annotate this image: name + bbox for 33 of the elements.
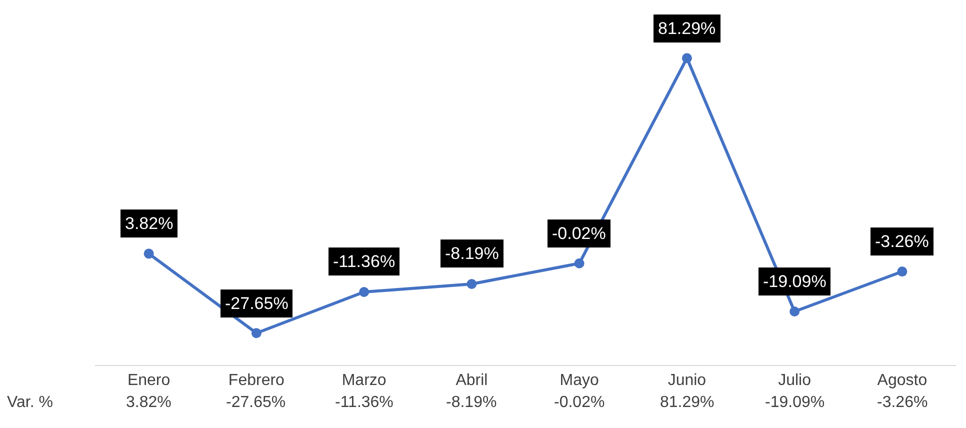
text: -3.26% bbox=[875, 232, 929, 251]
text: Var. % bbox=[7, 394, 53, 411]
text: -8.19% bbox=[445, 244, 499, 263]
text: -0.02% bbox=[552, 224, 606, 243]
x-tick-label: Marzo bbox=[342, 372, 386, 390]
x-tick-label: Mayo bbox=[560, 372, 599, 390]
text: 3.82% bbox=[125, 214, 174, 233]
point bbox=[790, 306, 800, 316]
point bbox=[682, 53, 692, 64]
x-tick-label: Enero bbox=[127, 372, 170, 390]
x-tick-label: Julio bbox=[778, 372, 812, 390]
text: -19.09% bbox=[763, 272, 826, 291]
point bbox=[574, 258, 584, 268]
data-label: -11.36% bbox=[335, 394, 394, 411]
x-tick-label: Junio bbox=[668, 372, 706, 390]
x-tick-label: Febrero bbox=[228, 372, 285, 390]
text: -27.65% bbox=[225, 294, 288, 313]
point bbox=[897, 266, 908, 277]
point bbox=[251, 328, 262, 338]
point bbox=[466, 278, 477, 289]
data-label: -3.26% bbox=[877, 394, 928, 411]
x-tick-label: Abril bbox=[456, 372, 488, 390]
point bbox=[359, 286, 370, 297]
data-label: -0.02% bbox=[554, 394, 605, 411]
text: 81.29% bbox=[658, 19, 716, 38]
data-label: 3.82% bbox=[126, 394, 172, 411]
data-label: 81.29% bbox=[660, 394, 714, 411]
data-label: -27.65% bbox=[226, 394, 286, 411]
point bbox=[144, 248, 154, 259]
data-label: -8.19% bbox=[446, 394, 497, 411]
text: -11.36% bbox=[333, 252, 396, 271]
data-label: -19.09% bbox=[765, 394, 825, 411]
x-tick-label: Agosto bbox=[877, 372, 928, 390]
